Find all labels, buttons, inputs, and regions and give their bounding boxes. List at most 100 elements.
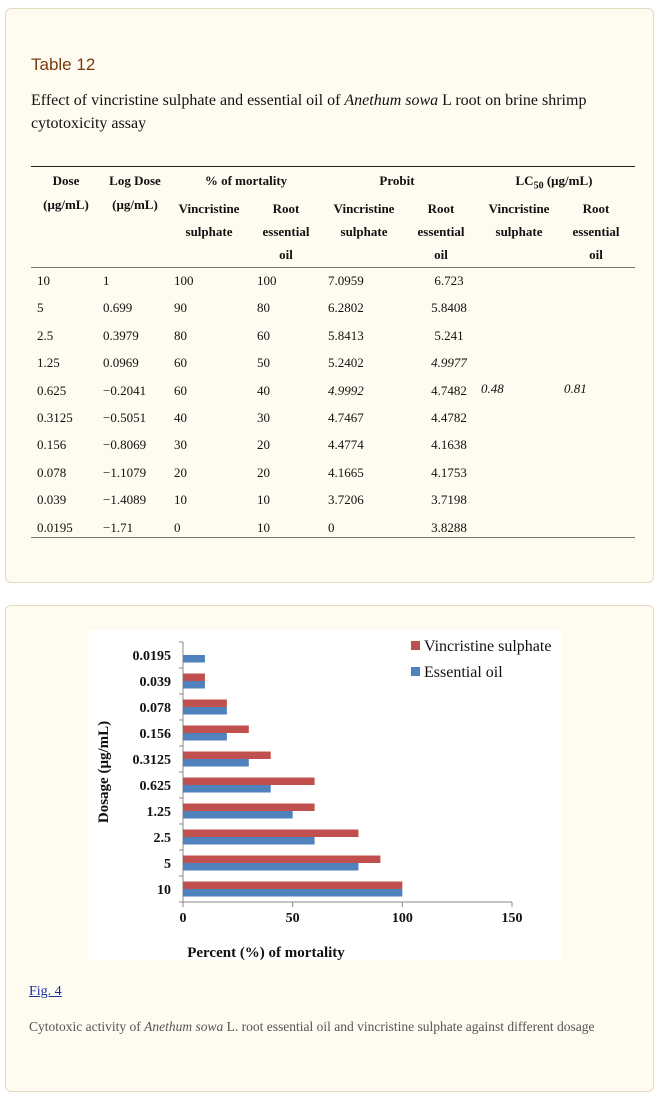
lc50-oil-value: 0.81 <box>564 381 587 396</box>
figure-caption: Cytotoxic activity of Anethum sowa L. ro… <box>29 1016 633 1038</box>
cell-probit-vincristine: 5.2402 <box>328 355 364 371</box>
bar-essential-oil <box>183 681 205 689</box>
figure-link[interactable]: Fig. 4 <box>29 984 62 999</box>
cell-log-dose: 0.699 <box>103 300 133 316</box>
cell-mortality-oil: 20 <box>257 464 270 480</box>
cell-mortality-oil: 50 <box>257 355 270 371</box>
cell-probit-vincristine: 4.9992 <box>328 382 364 398</box>
header-mortality: % of mortality <box>204 173 288 188</box>
bar-vincristine <box>183 673 205 681</box>
cell-mortality-oil: 60 <box>257 327 270 343</box>
cell-probit-vincristine: 6.2802 <box>328 300 364 316</box>
y-tick-label: 0.039 <box>140 675 172 690</box>
cell-log-dose: 0.0969 <box>103 355 139 371</box>
cell-dose: 1.25 <box>37 355 60 371</box>
bar-essential-oil <box>183 707 227 715</box>
cell-log-dose: −0.8069 <box>103 437 147 453</box>
lc50-subscript: 50 <box>533 180 544 192</box>
bar-essential-oil <box>183 655 205 663</box>
table-top-rule <box>31 166 635 167</box>
bar-vincristine <box>183 855 381 863</box>
cell-probit-vincristine: 3.7206 <box>328 492 364 508</box>
cell-log-dose: −1.1079 <box>103 464 147 480</box>
header-lc50-vincristine: Vincristine sulphate <box>488 201 550 239</box>
cell-log-dose: 1 <box>103 273 110 288</box>
header-log-dose-unit: (μg/mL) <box>112 197 158 212</box>
cell-probit-vincristine: 4.4774 <box>328 437 364 453</box>
bar-essential-oil <box>183 863 359 871</box>
bar-vincristine <box>183 725 249 733</box>
y-tick-label: 0.625 <box>140 779 172 794</box>
legend-swatch-essential-oil <box>411 667 420 676</box>
y-tick-label: 0.078 <box>140 701 172 716</box>
cell-mortality-oil: 80 <box>257 300 270 316</box>
bar-chart: 10 5 2.5 1.25 0.625 0.3125 0.156 0.078 0.039 0.01… <box>96 638 551 960</box>
cell-dose: 0.3125 <box>37 410 73 425</box>
cell-probit-oil: 3.8288 <box>431 519 467 535</box>
cell-mortality-vincristine: 60 <box>174 355 187 371</box>
header-lc50-root-oil: Root essential oil <box>572 201 620 262</box>
bar-essential-oil <box>183 811 293 819</box>
cell-probit-oil: 3.7198 <box>431 492 467 508</box>
table-caption-text-end: L root on brine shrimp cytotoxicity assa… <box>31 92 587 132</box>
cell-mortality-vincristine: 40 <box>174 410 187 425</box>
cell-dose: 0.625 <box>37 382 67 398</box>
cell-dose: 0.0195 <box>37 519 73 535</box>
table-label: Table 12 <box>31 55 96 74</box>
bar-vincristine <box>183 751 271 759</box>
table-caption: Effect of vincristine sulphate and essen… <box>31 89 631 135</box>
cell-mortality-vincristine: 30 <box>174 437 187 453</box>
cell-dose: 2.5 <box>37 327 54 343</box>
cell-dose: 10 <box>37 273 50 288</box>
legend-label: Essential oil <box>424 664 503 681</box>
cell-mortality-oil: 20 <box>257 437 270 453</box>
x-tick-label: 150 <box>502 911 523 926</box>
header-log-dose: Log Dose <box>109 173 161 188</box>
table-header-rule <box>31 267 635 268</box>
cell-probit-vincristine: 0 <box>328 519 335 535</box>
x-tick-label: 100 <box>392 911 413 926</box>
figure-caption-species: Anethum sowa <box>144 1019 224 1034</box>
cell-probit-vincristine: 4.7467 <box>328 410 364 425</box>
cell-log-dose: −1.71 <box>103 519 134 535</box>
bar-essential-oil <box>183 889 403 897</box>
y-tick-label: 0.0195 <box>133 649 172 664</box>
table-caption-species: Anethum sowa <box>344 92 439 109</box>
cell-mortality-vincristine: 100 <box>174 273 194 288</box>
cell-probit-oil: 4.9977 <box>431 355 467 371</box>
cell-mortality-vincristine: 80 <box>174 327 187 343</box>
cell-probit-oil: 5.241 <box>434 327 464 343</box>
chart-area: 10 5 2.5 1.25 0.625 0.3125 0.156 0.078 0.039 0.01… <box>88 630 562 960</box>
cell-dose: 5 <box>37 300 44 316</box>
cell-probit-vincristine: 5.8413 <box>328 327 364 343</box>
cell-mortality-vincristine: 10 <box>174 492 187 508</box>
header-mortality-vincristine: Vincristine sulphate <box>178 201 240 239</box>
table-bottom-rule <box>31 537 635 538</box>
y-tick-label: 2.5 <box>154 831 172 846</box>
bar-vincristine <box>183 777 315 785</box>
y-axis-title: Dosage (μg/mL) <box>96 721 112 823</box>
cell-mortality-oil: 40 <box>257 382 270 398</box>
bar-vincristine <box>183 829 359 837</box>
legend-label: Vincristine sulphate <box>424 638 551 655</box>
y-tick-label: 5 <box>164 857 171 872</box>
cell-log-dose: −0.2041 <box>103 382 147 398</box>
cell-probit-oil: 5.8408 <box>431 300 467 316</box>
cell-probit-oil: 4.4782 <box>431 410 467 425</box>
cell-mortality-oil: 100 <box>257 273 277 288</box>
cell-mortality-vincristine: 0 <box>174 519 181 535</box>
bar-vincristine <box>183 803 315 811</box>
legend-swatch-vincristine <box>411 641 420 650</box>
cell-probit-vincristine: 7.0959 <box>328 273 364 288</box>
cell-mortality-oil: 10 <box>257 492 270 508</box>
bar-essential-oil <box>183 837 315 845</box>
cell-probit-oil: 4.1638 <box>431 437 467 453</box>
cell-mortality-oil: 10 <box>257 519 270 535</box>
table-caption-text: Effect of vincristine sulphate and essen… <box>31 92 345 109</box>
header-probit: Probit <box>379 173 415 188</box>
cell-probit-vincristine: 4.1665 <box>328 464 364 480</box>
cell-probit-oil: 4.7482 <box>431 382 467 398</box>
bar-essential-oil <box>183 733 227 741</box>
x-tick-label: 50 <box>286 911 300 926</box>
figure-caption-text-end: L. root essential oil and vincristine su… <box>223 1019 595 1034</box>
